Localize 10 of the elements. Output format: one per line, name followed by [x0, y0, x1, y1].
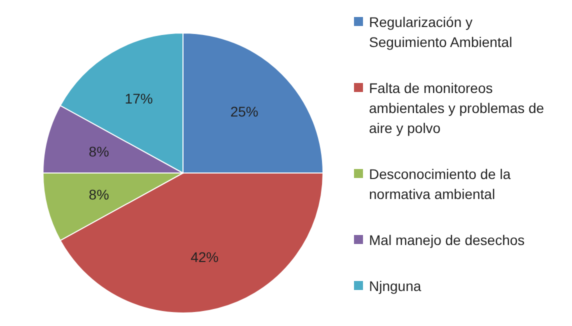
legend-label: Falta de monitoreos ambientales y problemas de aire y polvo [369, 79, 546, 138]
legend-label: Mal manejo de desechos [369, 231, 525, 250]
data-label: 8% [88, 143, 110, 160]
legend-label: Regularización y Seguimiento Ambiental [369, 13, 514, 52]
data-label: 17% [124, 90, 153, 106]
legend-label: Desconocimiento de la normativa ambiental [369, 165, 512, 204]
data-label: 42% [190, 249, 219, 266]
data-label: 8% [88, 186, 110, 203]
legend-label: Njnguna [369, 277, 422, 296]
data-label: 25% [230, 104, 258, 120]
